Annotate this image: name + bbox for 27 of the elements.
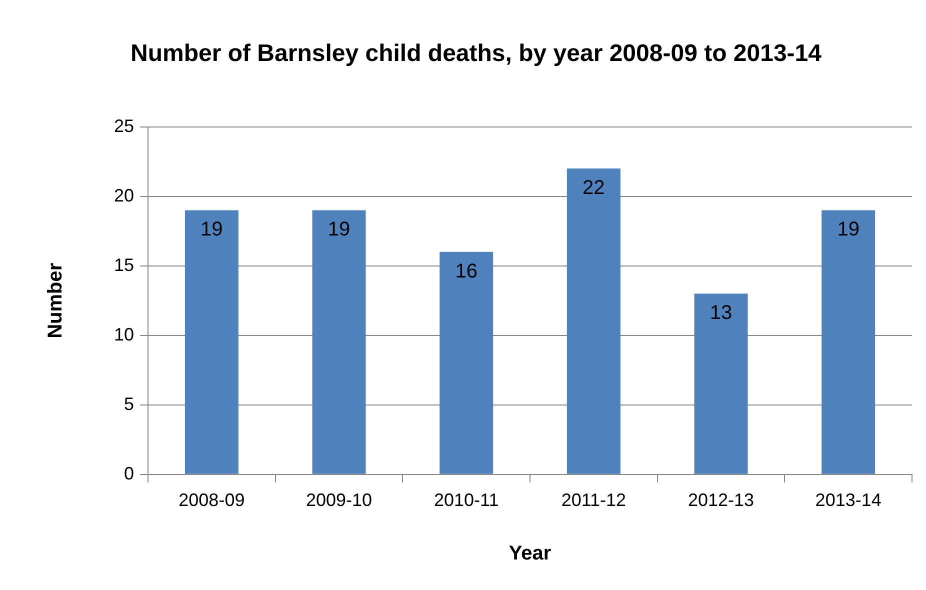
data-label: 19 (328, 218, 350, 241)
chart-title: Number of Barnsley child deaths, by year 2008-09 to 2013-14 (130, 40, 822, 68)
data-label: 16 (455, 260, 478, 282)
y-axis-title: Number (44, 262, 67, 338)
y-tick-label: 10 (114, 324, 134, 344)
x-tick-label: 2008-09 (178, 490, 245, 510)
y-tick-label: 15 (114, 254, 134, 275)
y-tick-label: 25 (114, 116, 134, 136)
x-tick-label: 2010-11 (434, 490, 499, 510)
data-label: 19 (837, 218, 860, 241)
bar (440, 252, 494, 474)
bar (566, 168, 620, 474)
bar (694, 294, 748, 474)
y-tick-label: 0 (124, 463, 134, 484)
y-tick-label: 5 (124, 394, 134, 414)
bar (184, 210, 238, 474)
x-tick-label: 2012-13 (688, 490, 754, 510)
bar (312, 210, 366, 474)
x-axis-title: Year (508, 542, 552, 565)
y-tick-label: 20 (114, 185, 134, 206)
x-tick-label: 2009-10 (306, 490, 372, 510)
x-tick-label: 2013-14 (815, 490, 882, 510)
x-tick-label: 2011-12 (561, 490, 626, 510)
data-label: 13 (710, 302, 732, 324)
data-label: 19 (200, 218, 223, 241)
data-label: 22 (582, 177, 605, 200)
bar (822, 210, 876, 474)
